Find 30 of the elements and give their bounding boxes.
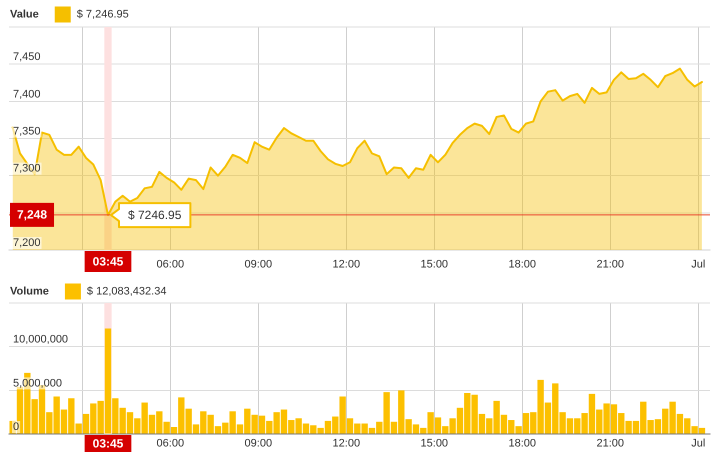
x-tick-label: 06:00 [156,438,184,450]
x-tick-label: 15:00 [420,258,448,271]
x-tick-label: 06:00 [156,258,184,271]
y-tick-label: 10,000,000 [13,334,68,346]
y-tick-label: 7,450 [13,51,41,64]
y-tick-label: 7,300 [13,162,41,175]
legend-title: Value [10,8,39,21]
x-tick-label: 18:00 [508,258,536,271]
y-tick-label: 7,200 [13,237,41,250]
ref-line-label: 7,248 [17,208,48,222]
x-tick-label: 18:00 [508,438,536,450]
y-tick-label: 7,350 [13,126,41,138]
x-tick-label: 09:00 [244,438,272,450]
band-label: 03:45 [92,254,124,268]
x-tick-label: 21:00 [596,258,624,271]
legend-label: $ 12,083,432.34 [86,286,166,298]
x-tick-label: 12:00 [332,258,360,271]
x-tick-label: 15:00 [420,438,448,450]
x-tick-label: 12:00 [332,438,360,450]
x-tick-label: Jul [691,438,706,450]
annotation: $ 7246.95 [128,208,182,222]
band-label: 03:45 [92,436,124,450]
x-tick-label: Jul [691,258,706,271]
y-tick-label: 5,000,000 [13,377,62,390]
legend-title: Volume [10,286,49,298]
y-tick-label: 0 [13,421,20,434]
x-tick-label: 21:00 [596,438,624,450]
x-tick-label: 09:00 [244,258,272,271]
y-tick-label: 7,400 [13,88,41,100]
legend-label: $ 7,246.95 [76,8,129,21]
